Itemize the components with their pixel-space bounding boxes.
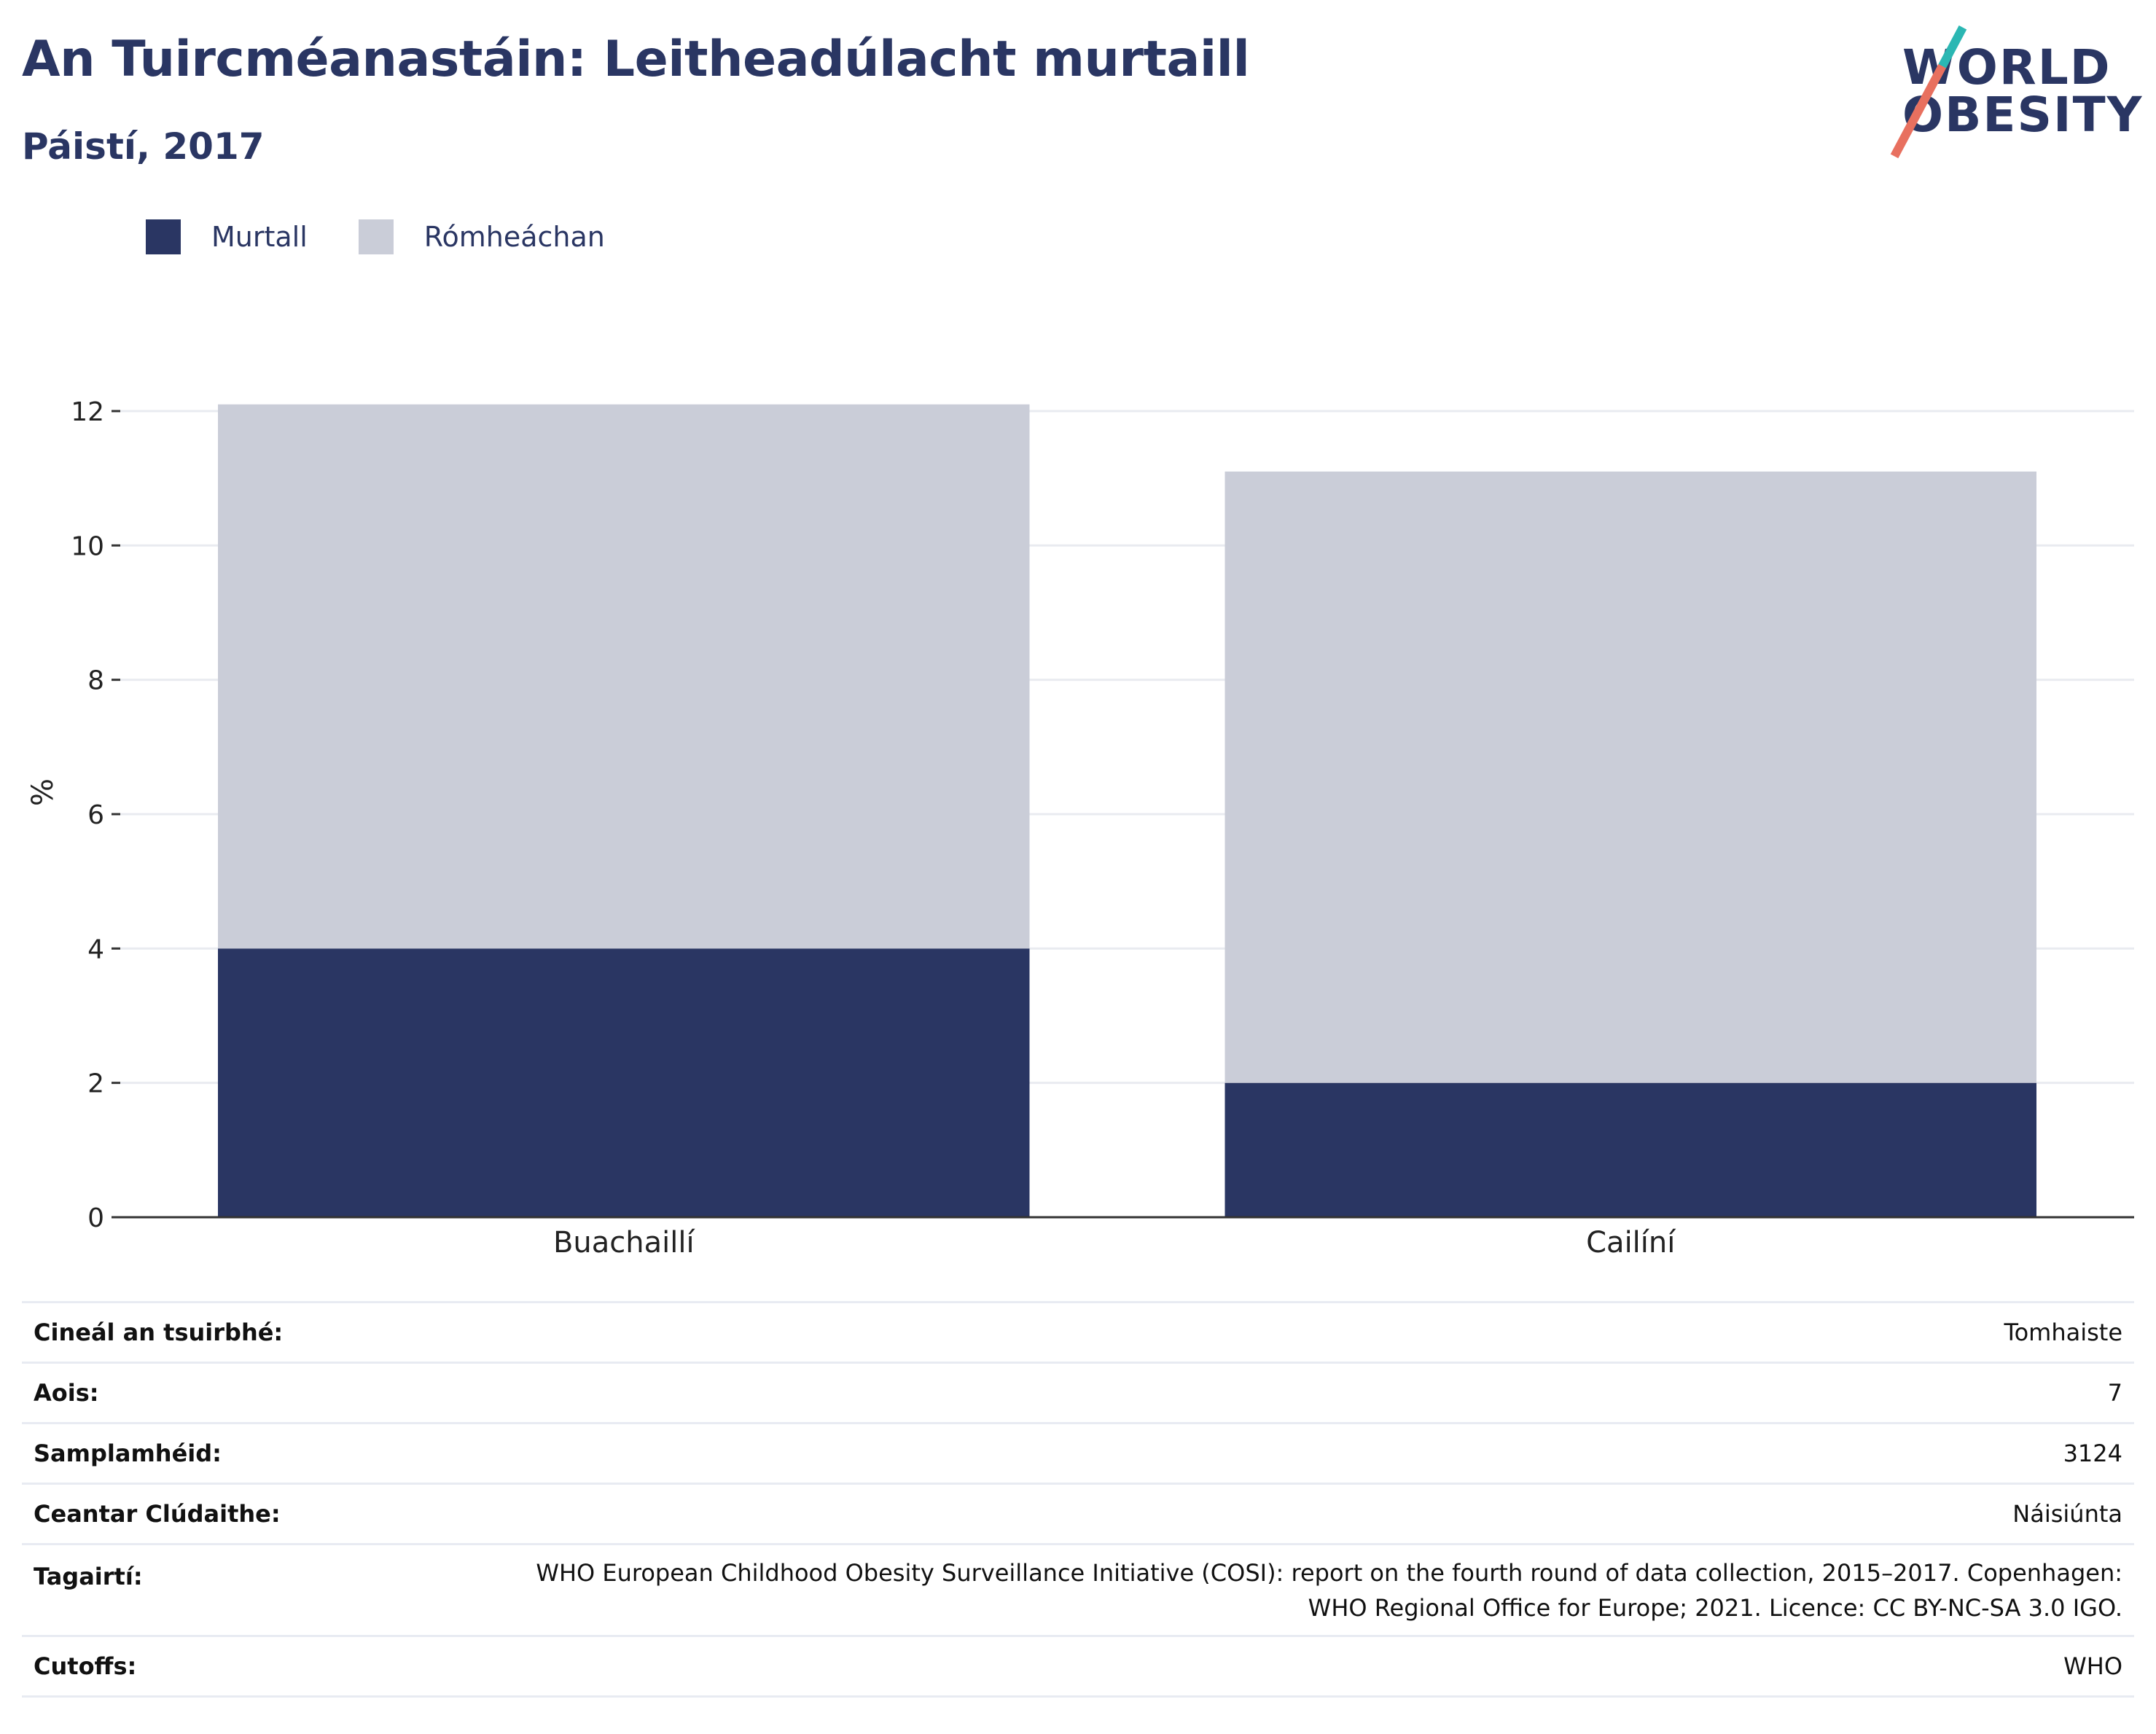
metadata-value: Tomhaiste [328, 1303, 2134, 1363]
legend-item-0: Murtall [146, 219, 308, 254]
metadata-row: Cutoffs: WHO [22, 1636, 2134, 1697]
legend-label: Murtall [211, 221, 308, 253]
metadata-value-line: 7 [2107, 1379, 2122, 1407]
metadata-key: Cineál an tsuirbhé: [34, 1319, 284, 1346]
metadata-row: Cineál an tsuirbhé: Tomhaiste [22, 1302, 2134, 1363]
y-tick-label: 10 [71, 531, 104, 561]
y-tick-label: 12 [71, 397, 104, 427]
bar-rómheáchan-0 [218, 404, 1030, 949]
y-tick-label: 6 [87, 800, 104, 830]
legend-item-1: Rómheáchan [358, 219, 605, 254]
metadata-key: Samplamhéid: [34, 1440, 222, 1467]
metadata-row: Tagairtí: WHO European Childhood Obesity … [22, 1544, 2134, 1636]
metadata-value: 7 [328, 1363, 2134, 1423]
chart-title: An Tuircméanastáin: Leitheadúlacht murta… [22, 31, 1250, 88]
metadata-value-line: WHO [2063, 1652, 2122, 1680]
world-obesity-logo: WORLD OBESITY [1890, 22, 2144, 159]
metadata-key: Tagairtí: [34, 1563, 143, 1590]
y-tick-label: 2 [87, 1069, 104, 1099]
metadata-value-line: Tomhaiste [2004, 1319, 2122, 1346]
y-tick-label: 0 [87, 1203, 104, 1233]
logo-text-line2: OBESITY [1902, 87, 2144, 143]
bar-murtall-0 [218, 948, 1030, 1217]
metadata-row: Samplamhéid: 3124 [22, 1423, 2134, 1484]
y-tick-label: 8 [87, 666, 104, 696]
metadata-table: Cineál an tsuirbhé: Tomhaiste Aois: 7 Sampla… [22, 1301, 2134, 1698]
legend-label: Rómheáchan [423, 221, 605, 253]
chart-subtitle: Páistí, 2017 [22, 125, 265, 168]
metadata-value-line: 3124 [2063, 1440, 2122, 1467]
metadata-key: Ceantar Clúdaithe: [34, 1500, 281, 1528]
bar-rómheáchan-1 [1225, 471, 2036, 1083]
metadata-value-line: Náisiúnta [2012, 1500, 2122, 1528]
metadata-value: WHO European Childhood Obesity Surveilla… [328, 1544, 2134, 1636]
metadata-value: 3124 [328, 1423, 2134, 1484]
y-axis-label: % [26, 778, 60, 806]
x-category-label: Buachaillí [553, 1226, 696, 1260]
metadata-row: Aois: 7 [22, 1362, 2134, 1423]
metadata-value-line: WHO European Childhood Obesity Surveilla… [536, 1558, 2122, 1587]
metadata-key: Aois: [34, 1379, 99, 1407]
metadata-value: Náisiúnta [328, 1484, 2134, 1544]
metadata-row: Ceantar Clúdaithe: Náisiúnta [22, 1483, 2134, 1544]
bar-chart: 0 2 4 6 8 10 12% Buachaillí Cailíní [26, 397, 2134, 1260]
chart-legend: Murtall Rómheáchan [146, 219, 656, 255]
legend-swatch [358, 219, 394, 254]
metadata-value-line: WHO Regional Office for Europe; 2021. Li… [1308, 1593, 2122, 1622]
y-tick-label: 4 [87, 934, 104, 964]
metadata-value: WHO [328, 1636, 2134, 1697]
x-category-label: Cailíní [1586, 1226, 1676, 1260]
legend-swatch [146, 219, 181, 254]
metadata-key: Cutoffs: [34, 1652, 137, 1680]
bar-murtall-1 [1225, 1082, 2036, 1217]
